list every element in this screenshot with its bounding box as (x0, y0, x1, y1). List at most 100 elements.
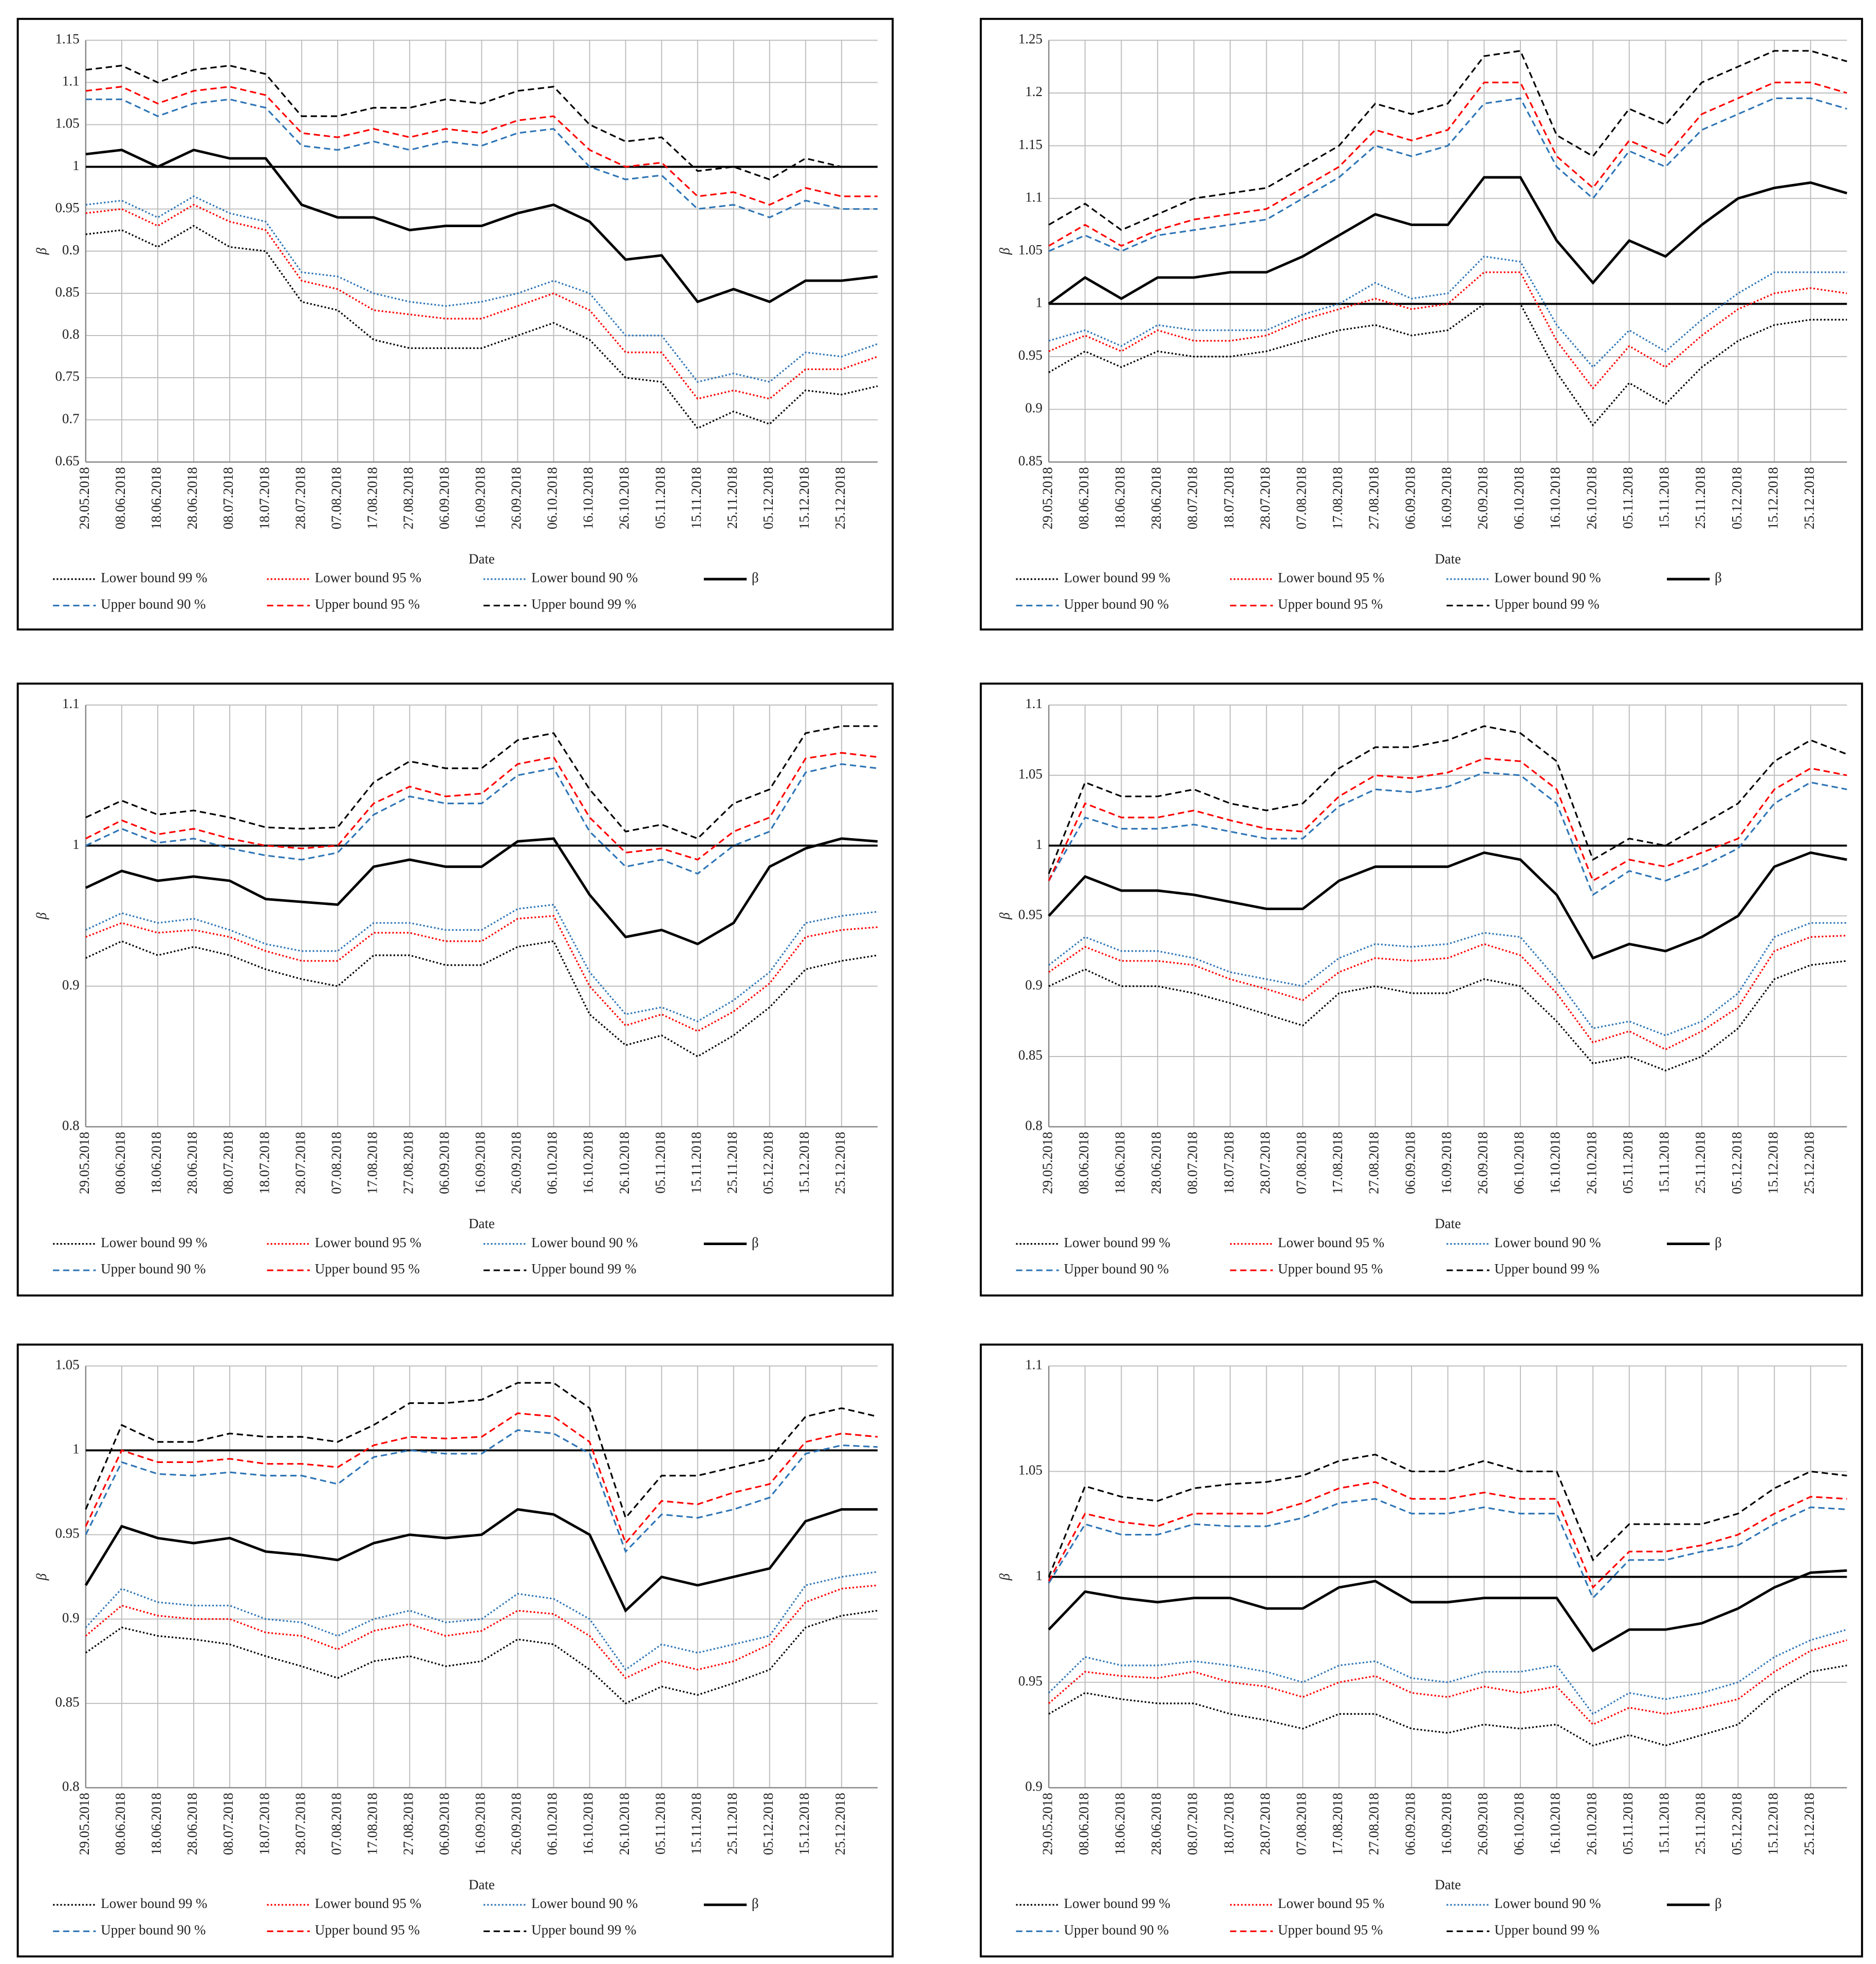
series-line (85, 763, 878, 875)
legend-label: Upper bound 95 % (1278, 1922, 1383, 1937)
legend-label: Upper bound 99 % (1494, 597, 1599, 612)
y-tick-label: 0.95 (1018, 347, 1043, 363)
x-tick-label: 26.09.2018 (509, 1793, 524, 1855)
x-tick-label: 18.07.2018 (1221, 467, 1236, 529)
x-tick-label: 25.11.2018 (725, 467, 740, 529)
y-tick-label: 1.1 (1025, 189, 1043, 205)
x-tick-label: 25.12.2018 (832, 1132, 848, 1194)
y-tick-label: 1.05 (1018, 242, 1043, 257)
x-tick-label: 28.07.2018 (1257, 1793, 1273, 1855)
x-tick-label: 16.09.2018 (1439, 1132, 1454, 1194)
y-tick-label: 0.9 (1025, 1778, 1043, 1794)
x-tick-label: 15.12.2018 (1765, 1132, 1780, 1194)
x-tick-label: 15.11.2018 (689, 1132, 704, 1194)
y-tick-label: 0.8 (62, 1118, 80, 1133)
x-tick-label: 27.08.2018 (1366, 1793, 1382, 1855)
x-tick-label: 27.08.2018 (400, 467, 416, 529)
x-tick-label: 18.07.2018 (256, 467, 272, 529)
x-tick-label: 05.11.2018 (1620, 1132, 1636, 1194)
x-tick-label: 08.06.2018 (113, 1793, 128, 1855)
x-tick-label: 26.10.2018 (1584, 467, 1599, 529)
x-tick-label: 18.06.2018 (1112, 1793, 1127, 1855)
y-tick-label: 1.2 (1025, 84, 1043, 99)
x-tick-label: 06.10.2018 (545, 467, 560, 529)
x-tick-label: 26.10.2018 (1584, 1793, 1599, 1855)
x-tick-label: 26.09.2018 (1475, 1793, 1491, 1855)
x-tick-label: 06.09.2018 (1402, 1793, 1418, 1855)
x-axis-label: Date (469, 551, 495, 566)
legend-label: Upper bound 95 % (315, 1261, 420, 1276)
x-tick-label: 28.06.2018 (184, 467, 200, 529)
y-tick-label: 0.9 (62, 242, 80, 257)
y-tick-label: 1 (1035, 1568, 1042, 1583)
x-tick-label: 07.08.2018 (328, 467, 344, 529)
legend-label: Lower bound 90 % (531, 1235, 638, 1250)
series-line (85, 1584, 878, 1679)
x-tick-label: 07.08.2018 (1294, 1132, 1309, 1194)
legend-label: Upper bound 90 % (1064, 1261, 1168, 1276)
y-tick-label: 1.1 (62, 73, 80, 89)
x-tick-label: 05.12.2018 (1729, 467, 1744, 529)
x-tick-label: 26.10.2018 (617, 1132, 632, 1194)
x-tick-label: 08.07.2018 (220, 1793, 236, 1855)
y-tick-label: 0.95 (55, 200, 79, 215)
legend-label: Lower bound 99 % (1064, 1235, 1170, 1250)
y-tick-label: 0.9 (1025, 400, 1043, 416)
legend-label: Lower bound 99 % (1064, 1896, 1170, 1911)
x-tick-label: 26.09.2018 (1475, 467, 1491, 529)
x-tick-label: 16.10.2018 (1548, 467, 1563, 529)
chart: 0.65 0.7 0.75 0.8 0.85 0.9 0.95 1 1.05 1.1 1.15 29.… (16, 17, 894, 631)
x-tick-label: 15.11.2018 (1657, 467, 1672, 529)
legend-label: Upper bound 99 % (531, 1922, 636, 1937)
x-tick-label: 17.08.2018 (1330, 467, 1345, 529)
y-tick-label: 1.05 (1018, 1462, 1043, 1478)
x-tick-label: 08.06.2018 (1076, 1793, 1091, 1855)
x-tick-label: 16.10.2018 (581, 467, 596, 529)
x-tick-label: 07.08.2018 (328, 1132, 344, 1194)
legend-label: Lower bound 95 % (315, 1896, 421, 1911)
x-tick-label: 06.10.2018 (1511, 1132, 1527, 1194)
x-tick-label: 08.06.2018 (113, 1132, 128, 1194)
series-line (85, 1609, 878, 1704)
legend-label: β (1715, 1896, 1722, 1911)
x-tick-label: 06.10.2018 (545, 1132, 560, 1194)
series-line (85, 940, 878, 1058)
series-line (85, 195, 878, 383)
x-tick-label: 07.08.2018 (1294, 1793, 1309, 1855)
legend-label: Lower bound 95 % (1278, 570, 1384, 585)
series-line (1048, 1639, 1847, 1726)
series-line (1048, 851, 1847, 960)
x-tick-label: 08.07.2018 (1185, 1793, 1200, 1855)
series-line (1048, 725, 1847, 874)
x-tick-label: 15.12.2018 (796, 467, 812, 529)
x-tick-label: 16.09.2018 (473, 467, 488, 529)
x-tick-label: 28.07.2018 (292, 1793, 308, 1855)
series-line (1048, 50, 1847, 231)
x-tick-label: 26.10.2018 (617, 467, 632, 529)
x-tick-label: 15.12.2018 (1765, 467, 1780, 529)
legend-label: Upper bound 90 % (1064, 1922, 1168, 1937)
x-tick-label: 05.12.2018 (760, 1132, 776, 1194)
x-tick-label: 29.05.2018 (77, 467, 92, 529)
legend-label: Upper bound 95 % (1278, 597, 1383, 612)
x-tick-label: 05.12.2018 (1729, 1793, 1744, 1855)
x-tick-label: 05.12.2018 (1729, 1132, 1744, 1194)
x-tick-label: 28.06.2018 (184, 1132, 200, 1194)
y-axis-label: β (997, 1573, 1012, 1581)
x-tick-label: 28.07.2018 (292, 467, 308, 529)
x-tick-label: 05.12.2018 (760, 467, 776, 529)
legend-label: Lower bound 90 % (1494, 1235, 1601, 1250)
series-line (85, 725, 878, 840)
legend-label: β (1715, 570, 1722, 585)
x-tick-label: 08.07.2018 (1185, 1132, 1200, 1194)
y-axis-label: β (997, 912, 1012, 920)
x-tick-label: 16.10.2018 (581, 1793, 596, 1855)
y-tick-label: 0.95 (1018, 907, 1043, 922)
x-tick-label: 05.11.2018 (1620, 467, 1636, 529)
series-line (1048, 271, 1847, 390)
x-tick-label: 25.11.2018 (725, 1132, 740, 1194)
x-tick-label: 28.07.2018 (1257, 467, 1273, 529)
legend-label: Lower bound 90 % (531, 1896, 638, 1911)
legend-label: Lower bound 95 % (1278, 1896, 1384, 1911)
